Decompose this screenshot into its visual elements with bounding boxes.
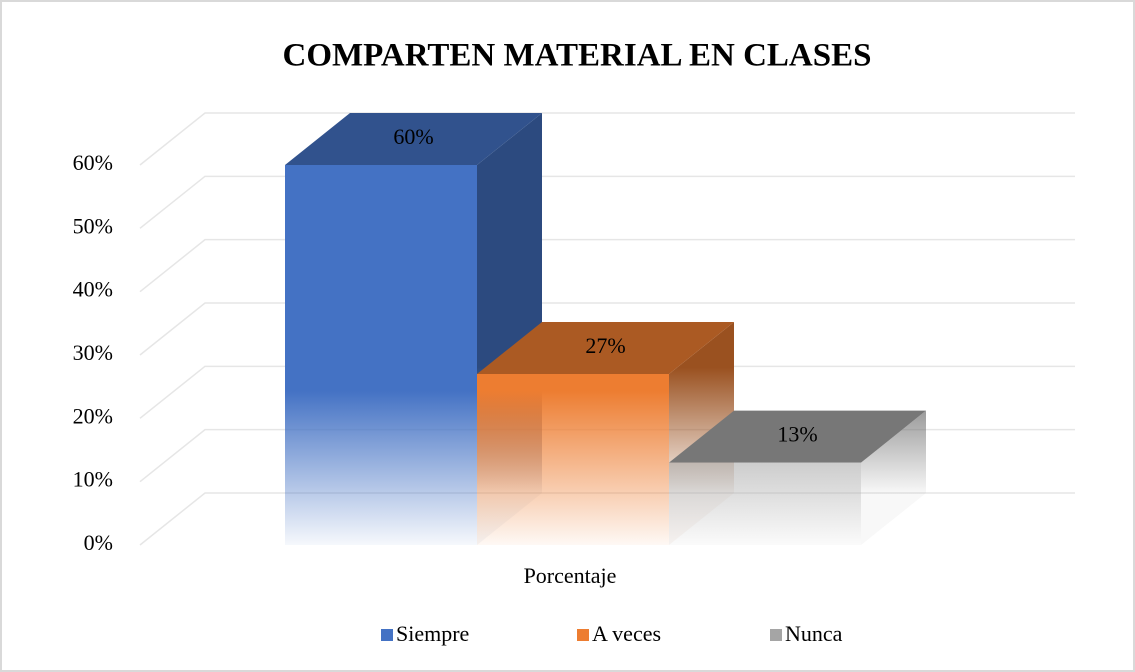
legend-swatch: [770, 629, 782, 641]
bar: [285, 165, 477, 545]
bar-top: [477, 322, 734, 374]
data-label: 60%: [393, 124, 433, 149]
y-tick-label: 10%: [73, 467, 113, 492]
x-tick-label: Porcentaje: [524, 563, 617, 588]
legend-label: Nunca: [785, 621, 843, 646]
grid-line: [139, 365, 1075, 419]
bar-top: [285, 113, 542, 165]
bar: [477, 374, 669, 545]
legend-label: A veces: [592, 621, 661, 646]
legend-label: Siempre: [396, 621, 469, 646]
legend-swatch: [381, 629, 393, 641]
chart-title: COMPARTEN MATERIAL EN CLASES: [283, 38, 872, 74]
legend-swatch: [577, 629, 589, 641]
y-tick-label: 40%: [73, 277, 113, 302]
grid-line: [139, 175, 1075, 229]
bar: [669, 462, 861, 545]
data-label: 13%: [777, 422, 817, 447]
grid-line: [139, 238, 1075, 293]
bar-side: [861, 410, 926, 545]
y-tick-label: 50%: [73, 213, 113, 238]
grid-line: [139, 302, 1075, 356]
y-tick-label: 30%: [73, 340, 113, 365]
y-tick-label: 20%: [73, 403, 113, 428]
y-tick-label: 0%: [84, 530, 113, 555]
data-label: 27%: [585, 333, 625, 358]
grid-line: [139, 112, 1075, 166]
bar-top: [669, 410, 926, 463]
y-tick-label: 60%: [73, 150, 113, 175]
